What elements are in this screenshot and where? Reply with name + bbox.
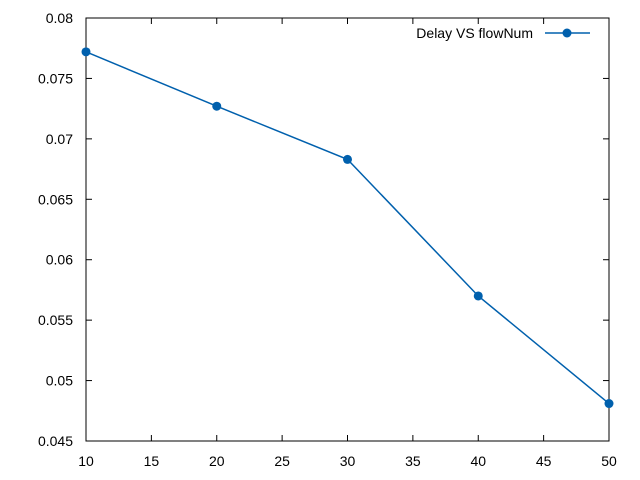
- y-tick-label: 0.055: [38, 312, 73, 328]
- x-axis: 10 15 20 25 30 35 40 45 50: [78, 18, 617, 469]
- y-tick-label: 0.075: [38, 70, 73, 86]
- plot-frame: [85, 17, 610, 442]
- y-axis: 0.045 0.05 0.055 0.06 0.065 0.07 0.075 0.08: [38, 10, 609, 449]
- data-point: [473, 291, 483, 301]
- legend: Delay VS flowNum: [416, 25, 590, 41]
- x-tick-label: 30: [340, 453, 356, 469]
- series-line: [85, 51, 610, 405]
- y-tick-label: 0.08: [46, 10, 73, 26]
- x-tick-label: 25: [274, 453, 290, 469]
- x-tick-label: 20: [209, 453, 225, 469]
- y-tick-label: 0.05: [46, 373, 73, 389]
- x-tick-label: 10: [78, 453, 94, 469]
- data-point: [604, 399, 614, 409]
- y-tick-label: 0.07: [46, 131, 73, 147]
- x-tick-label: 35: [405, 453, 421, 469]
- x-tick-label: 45: [536, 453, 552, 469]
- series-layer: [81, 47, 614, 409]
- y-tick-label: 0.06: [46, 252, 73, 268]
- data-point: [81, 47, 91, 57]
- y-tick-label: 0.045: [38, 433, 73, 449]
- x-tick-label: 40: [470, 453, 486, 469]
- legend-marker: [562, 28, 572, 38]
- x-tick-label: 50: [601, 453, 617, 469]
- data-point: [343, 154, 352, 164]
- data-point: [212, 101, 222, 111]
- legend-label: Delay VS flowNum: [416, 25, 533, 41]
- x-tick-label: 15: [144, 453, 160, 469]
- y-tick-label: 0.065: [38, 191, 73, 207]
